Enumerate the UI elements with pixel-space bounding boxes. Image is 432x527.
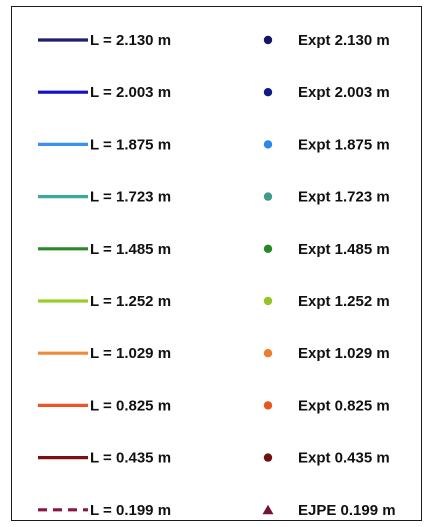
legend-marker-label: Expt 1.252 m	[298, 293, 390, 310]
legend-circle-marker	[263, 453, 273, 462]
legend-marker-label: Expt 1.485 m	[298, 241, 390, 258]
legend-circle-marker	[263, 140, 273, 149]
legend-line-label: L = 0.825 m	[90, 397, 171, 414]
legend-marker-label: Expt 1.875 m	[298, 136, 390, 153]
legend-marker-label: Expt 2.130 m	[298, 32, 390, 49]
legend-circle-marker	[263, 349, 273, 358]
legend-line-label: L = 1.485 m	[90, 241, 171, 258]
legend-circle-marker	[263, 88, 273, 97]
legend-marker-label: Expt 0.435 m	[298, 450, 390, 467]
legend-line-label: L = 0.199 m	[90, 502, 171, 519]
legend-marker-label: Expt 2.003 m	[298, 84, 390, 101]
legend-line-label: L = 1.875 m	[90, 136, 171, 153]
legend-circle-marker	[263, 401, 273, 410]
legend-line-label: L = 0.435 m	[90, 450, 171, 467]
legend-line-label: L = 1.029 m	[90, 345, 171, 362]
legend-marker-label: Expt 1.723 m	[298, 189, 390, 206]
legend-line-label: L = 1.723 m	[90, 189, 171, 206]
legend-triangle-marker	[262, 504, 274, 515]
legend-marker-label: Expt 1.029 m	[298, 345, 390, 362]
legend-circle-marker	[263, 296, 273, 306]
legend-circle-marker	[263, 192, 273, 201]
legend-line-label: L = 2.130 m	[90, 32, 171, 49]
legend-marker-label: Expt 0.825 m	[298, 397, 390, 414]
legend-line-label: L = 2.003 m	[90, 84, 171, 101]
legend-marker-label: EJPE 0.199 m	[298, 502, 396, 519]
legend-circle-marker	[263, 244, 273, 253]
legend-circle-marker	[263, 35, 273, 45]
legend-line-label: L = 1.252 m	[90, 293, 171, 310]
